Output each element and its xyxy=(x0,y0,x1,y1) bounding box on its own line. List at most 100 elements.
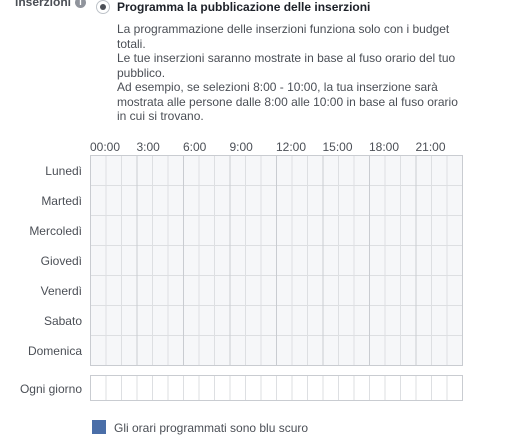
schedule-cell[interactable] xyxy=(307,185,324,216)
schedule-cell[interactable] xyxy=(167,275,184,306)
schedule-cell[interactable] xyxy=(214,155,231,186)
schedule-cell[interactable] xyxy=(183,215,200,246)
schedule-cell[interactable] xyxy=(214,305,231,336)
schedule-cell[interactable] xyxy=(446,155,463,186)
schedule-cell[interactable] xyxy=(400,155,417,186)
every-day-cell[interactable] xyxy=(322,375,339,401)
schedule-cell[interactable] xyxy=(415,305,432,336)
schedule-cell[interactable] xyxy=(431,335,448,366)
schedule-cell[interactable] xyxy=(198,305,215,336)
schedule-cell[interactable] xyxy=(183,305,200,336)
schedule-cell[interactable] xyxy=(229,155,246,186)
schedule-cell[interactable] xyxy=(307,275,324,306)
schedule-cell[interactable] xyxy=(136,305,153,336)
info-icon[interactable]: i xyxy=(75,0,86,8)
schedule-cell[interactable] xyxy=(152,275,169,306)
schedule-cell[interactable] xyxy=(121,305,138,336)
schedule-cell[interactable] xyxy=(291,245,308,276)
schedule-cell[interactable] xyxy=(183,155,200,186)
schedule-cell[interactable] xyxy=(446,215,463,246)
schedule-cell[interactable] xyxy=(214,245,231,276)
schedule-cell[interactable] xyxy=(183,275,200,306)
schedule-cell[interactable] xyxy=(431,215,448,246)
schedule-cell[interactable] xyxy=(369,215,386,246)
schedule-cell[interactable] xyxy=(384,185,401,216)
every-day-cell[interactable] xyxy=(384,375,401,401)
every-day-cell[interactable] xyxy=(198,375,215,401)
schedule-cell[interactable] xyxy=(167,245,184,276)
schedule-cell[interactable] xyxy=(136,155,153,186)
schedule-cell[interactable] xyxy=(353,245,370,276)
schedule-cell[interactable] xyxy=(400,245,417,276)
every-day-cell[interactable] xyxy=(121,375,138,401)
schedule-cell[interactable] xyxy=(229,335,246,366)
schedule-cell[interactable] xyxy=(291,275,308,306)
schedule-cell[interactable] xyxy=(198,245,215,276)
schedule-cell[interactable] xyxy=(167,185,184,216)
schedule-cell[interactable] xyxy=(446,185,463,216)
schedule-cell[interactable] xyxy=(322,185,339,216)
schedule-cell[interactable] xyxy=(322,245,339,276)
schedule-cell[interactable] xyxy=(198,185,215,216)
schedule-cell[interactable] xyxy=(136,275,153,306)
schedule-cell[interactable] xyxy=(229,215,246,246)
schedule-cell[interactable] xyxy=(121,275,138,306)
schedule-cell[interactable] xyxy=(214,275,231,306)
schedule-cell[interactable] xyxy=(446,335,463,366)
schedule-cell[interactable] xyxy=(338,335,355,366)
schedule-cell[interactable] xyxy=(198,215,215,246)
schedule-cell[interactable] xyxy=(353,275,370,306)
schedule-cell[interactable] xyxy=(276,305,293,336)
every-day-cell[interactable] xyxy=(353,375,370,401)
every-day-cell[interactable] xyxy=(167,375,184,401)
every-day-cell[interactable] xyxy=(400,375,417,401)
schedule-cell[interactable] xyxy=(167,215,184,246)
every-day-cell[interactable] xyxy=(90,375,107,401)
schedule-cell[interactable] xyxy=(369,245,386,276)
every-day-cell[interactable] xyxy=(105,375,122,401)
schedule-cell[interactable] xyxy=(400,185,417,216)
schedule-cell[interactable] xyxy=(276,335,293,366)
schedule-cell[interactable] xyxy=(307,245,324,276)
schedule-cell[interactable] xyxy=(431,185,448,216)
schedule-cell[interactable] xyxy=(121,245,138,276)
schedule-cell[interactable] xyxy=(183,185,200,216)
schedule-cell[interactable] xyxy=(446,275,463,306)
every-day-cell[interactable] xyxy=(276,375,293,401)
schedule-cell[interactable] xyxy=(136,215,153,246)
schedule-cell[interactable] xyxy=(322,275,339,306)
schedule-cell[interactable] xyxy=(276,215,293,246)
schedule-cell[interactable] xyxy=(291,155,308,186)
schedule-cell[interactable] xyxy=(322,305,339,336)
every-day-cell[interactable] xyxy=(229,375,246,401)
schedule-cell[interactable] xyxy=(121,185,138,216)
schedule-cell[interactable] xyxy=(338,275,355,306)
schedule-cell[interactable] xyxy=(136,335,153,366)
schedule-cell[interactable] xyxy=(105,245,122,276)
every-day-cell[interactable] xyxy=(446,375,463,401)
schedule-cell[interactable] xyxy=(121,215,138,246)
schedule-cell[interactable] xyxy=(307,335,324,366)
schedule-cell[interactable] xyxy=(415,155,432,186)
every-day-cell[interactable] xyxy=(307,375,324,401)
schedule-grid[interactable] xyxy=(90,155,463,401)
schedule-cell[interactable] xyxy=(136,245,153,276)
schedule-cell[interactable] xyxy=(245,275,262,306)
schedule-cell[interactable] xyxy=(307,215,324,246)
schedule-cell[interactable] xyxy=(431,305,448,336)
schedule-cell[interactable] xyxy=(322,335,339,366)
schedule-cell[interactable] xyxy=(291,305,308,336)
schedule-cell[interactable] xyxy=(183,245,200,276)
schedule-cell[interactable] xyxy=(183,335,200,366)
schedule-cell[interactable] xyxy=(322,215,339,246)
schedule-cell[interactable] xyxy=(384,335,401,366)
schedule-cell[interactable] xyxy=(90,155,107,186)
schedule-cell[interactable] xyxy=(198,155,215,186)
schedule-cell[interactable] xyxy=(105,185,122,216)
schedule-cell[interactable] xyxy=(415,185,432,216)
schedule-cell[interactable] xyxy=(152,245,169,276)
schedule-cell[interactable] xyxy=(260,305,277,336)
schedule-cell[interactable] xyxy=(291,335,308,366)
every-day-cell[interactable] xyxy=(369,375,386,401)
schedule-cell[interactable] xyxy=(291,215,308,246)
